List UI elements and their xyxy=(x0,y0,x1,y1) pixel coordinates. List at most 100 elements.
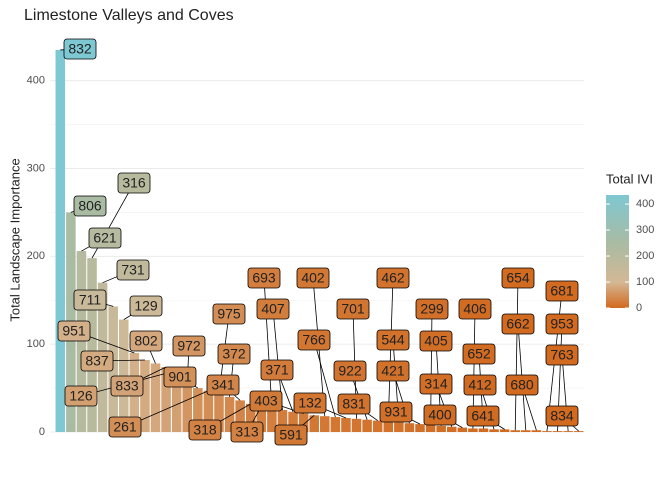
label-box xyxy=(73,289,107,311)
bar xyxy=(267,408,277,432)
data-label: 341 xyxy=(211,377,235,393)
data-label: 922 xyxy=(338,363,362,379)
data-label: 621 xyxy=(93,230,117,246)
data-label: 421 xyxy=(381,363,405,379)
bar xyxy=(224,396,235,432)
label-box xyxy=(217,343,251,365)
data-label: 972 xyxy=(177,338,201,354)
bar xyxy=(341,417,351,432)
label-box xyxy=(256,298,290,320)
bar xyxy=(140,359,150,432)
label-box xyxy=(260,359,294,381)
data-label: 261 xyxy=(113,419,137,435)
data-label: 132 xyxy=(298,395,322,411)
label-box xyxy=(108,416,142,438)
legend-tick-label: 400 xyxy=(636,198,654,210)
leader-line xyxy=(514,277,519,431)
bar xyxy=(245,403,256,432)
data-label: 662 xyxy=(506,316,530,332)
bar xyxy=(510,430,520,432)
data-label: 407 xyxy=(261,301,285,317)
data-label: 316 xyxy=(122,175,146,191)
data-label: 402 xyxy=(301,270,325,286)
data-label: 693 xyxy=(252,270,276,286)
bar xyxy=(468,428,478,432)
label-box xyxy=(379,401,413,423)
label-box xyxy=(247,267,281,289)
bar xyxy=(404,423,415,432)
y-tick-label: 100 xyxy=(27,338,45,350)
bar xyxy=(150,363,161,432)
label-box xyxy=(63,38,97,60)
y-tick-label: 0 xyxy=(39,426,45,438)
label-box xyxy=(376,360,410,382)
label-box xyxy=(64,385,98,407)
bar xyxy=(288,411,298,432)
data-label: 641 xyxy=(471,408,495,424)
data-labels: 832 806 621 316 731 711 129 951 837 802 833 126 972 9… xyxy=(57,38,579,446)
label-box xyxy=(501,313,535,335)
legend-title: Total IVI xyxy=(606,171,653,186)
bar xyxy=(87,258,97,432)
data-label: 681 xyxy=(550,283,574,299)
bar xyxy=(171,370,182,432)
label-box xyxy=(333,360,367,382)
data-label: 400 xyxy=(428,407,452,423)
label-box xyxy=(336,298,370,320)
bar xyxy=(478,428,489,432)
label-box xyxy=(501,267,535,289)
label-box xyxy=(163,366,197,388)
data-label: 953 xyxy=(550,316,574,332)
data-label: 371 xyxy=(265,362,289,378)
data-label: 126 xyxy=(69,388,93,404)
label-box xyxy=(545,280,579,302)
data-label: 405 xyxy=(424,333,448,349)
data-label: 318 xyxy=(193,422,217,438)
data-label: 975 xyxy=(217,306,241,322)
data-label: 802 xyxy=(134,333,158,349)
bar xyxy=(182,382,193,432)
bar xyxy=(573,431,584,432)
data-label: 701 xyxy=(341,301,365,317)
bar xyxy=(415,424,425,432)
label-box xyxy=(462,343,496,365)
label-box xyxy=(545,344,579,366)
leader-line xyxy=(313,339,336,418)
bar xyxy=(193,388,203,432)
data-label: 129 xyxy=(134,298,158,314)
data-label: 406 xyxy=(463,301,487,317)
colorbar xyxy=(606,195,629,308)
data-label: 299 xyxy=(420,301,444,317)
label-box xyxy=(297,329,331,351)
bar xyxy=(552,431,563,432)
label-box xyxy=(188,419,222,441)
y-tick-label: 200 xyxy=(27,250,45,262)
data-label: 313 xyxy=(235,424,259,440)
label-box xyxy=(458,298,492,320)
bar xyxy=(161,367,171,432)
label-box xyxy=(274,424,308,446)
label-box xyxy=(293,392,327,414)
data-label: 901 xyxy=(168,369,192,385)
label-box xyxy=(545,313,579,335)
label-box xyxy=(337,393,371,415)
bar xyxy=(383,421,394,432)
bar xyxy=(351,418,362,432)
data-label: 831 xyxy=(342,396,366,412)
data-label: 766 xyxy=(302,332,326,348)
data-label: 837 xyxy=(85,353,109,369)
legend-tick-label: 0 xyxy=(636,302,642,314)
bar xyxy=(489,429,499,432)
label-box xyxy=(419,330,453,352)
legend-tick-label: 200 xyxy=(636,250,654,262)
data-label: 931 xyxy=(384,404,408,420)
label-box xyxy=(206,374,240,396)
y-tick-label: 400 xyxy=(27,75,45,87)
leader-line xyxy=(263,277,273,409)
bar xyxy=(531,430,542,432)
bar xyxy=(277,410,288,432)
data-label: 412 xyxy=(468,377,492,393)
label-box xyxy=(212,303,246,325)
data-label: 652 xyxy=(467,346,491,362)
bar xyxy=(298,413,309,432)
